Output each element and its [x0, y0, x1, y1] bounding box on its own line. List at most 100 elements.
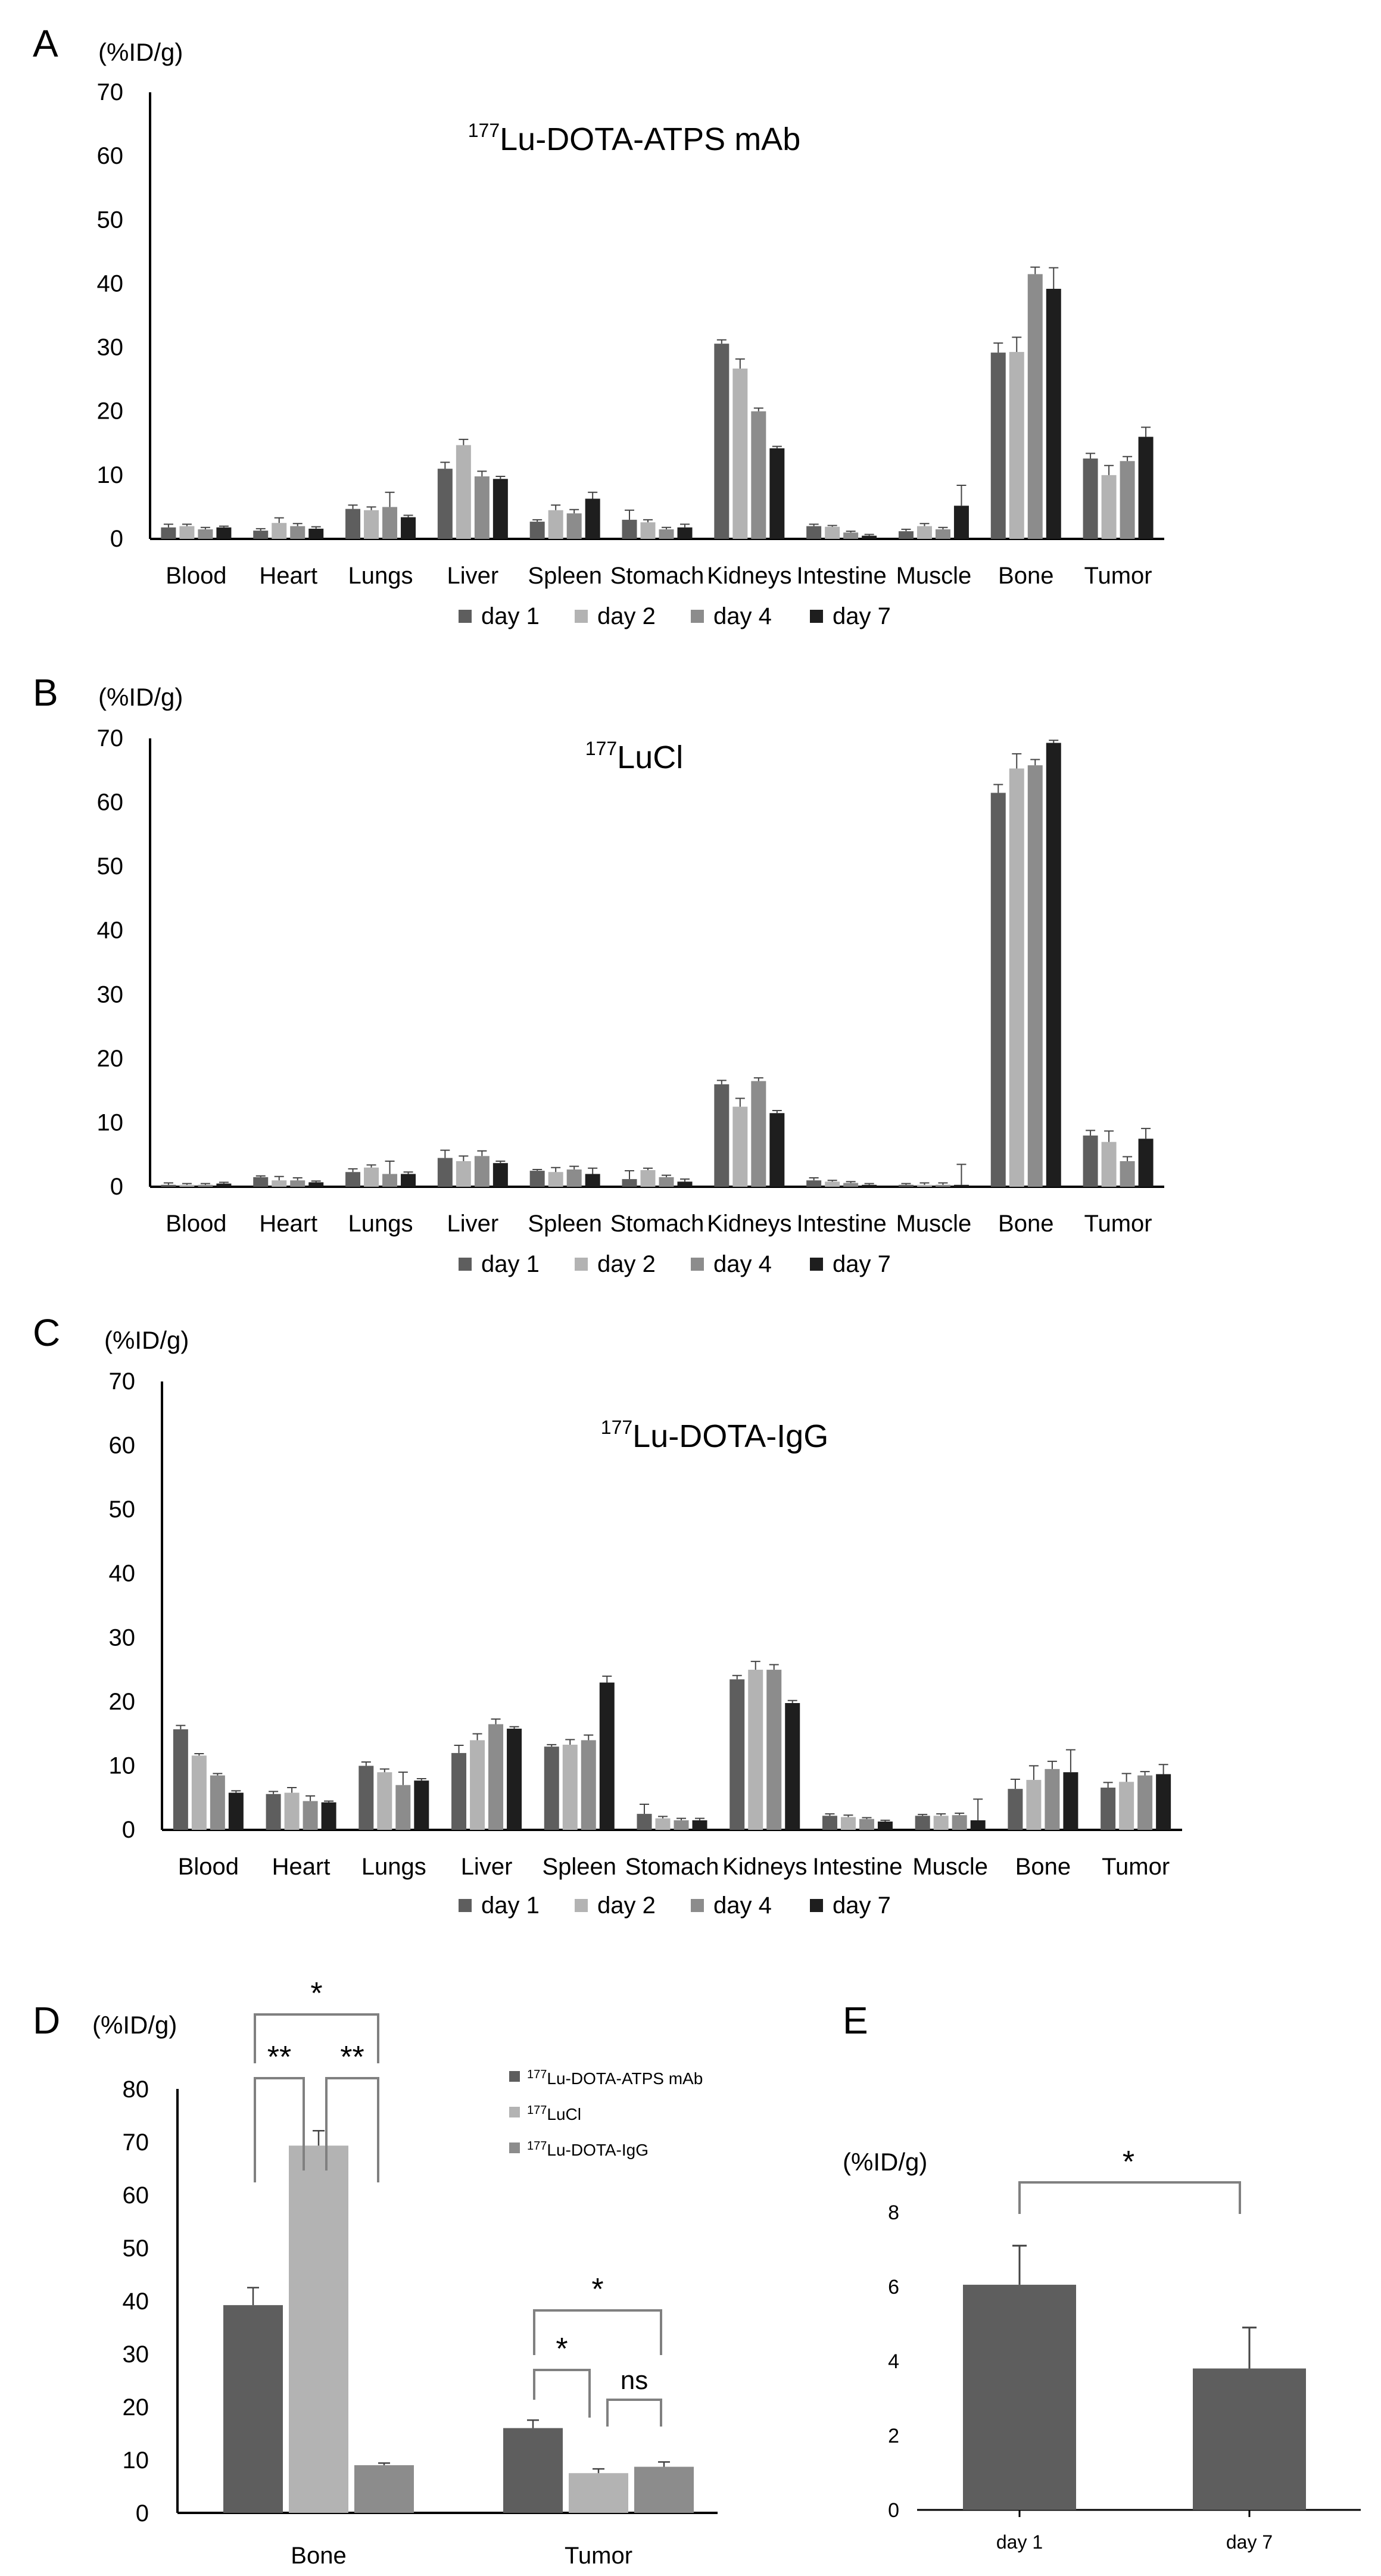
bar	[692, 1820, 707, 1830]
bar	[599, 1682, 615, 1830]
panel-a-title: 177Lu-DOTA-ATPS mAb	[468, 120, 800, 157]
bar	[272, 523, 287, 539]
bar	[766, 1670, 782, 1830]
panel-e: (%ID/g) 0 2 4 6 8 day 1 day 7 *	[843, 2145, 1361, 2553]
y-tick-label: 60	[123, 2182, 149, 2209]
y-tick-label: 60	[97, 790, 124, 816]
y-tick-label: 0	[110, 526, 123, 552]
bar	[916, 1184, 932, 1187]
legend-label: day 2	[597, 603, 656, 629]
bar	[544, 1747, 559, 1830]
bar	[566, 513, 582, 539]
legend-label-sup: 177	[527, 2104, 547, 2117]
bar	[308, 1182, 324, 1187]
bar	[284, 1792, 300, 1830]
y-tick-label: 20	[97, 1046, 124, 1072]
legend-label-text: Lu-DOTA-ATPS mAb	[547, 2069, 703, 2088]
x-tick-label: Bone	[1015, 1854, 1071, 1880]
bar	[456, 1161, 471, 1187]
significance-label: *	[591, 2272, 603, 2307]
bar	[456, 445, 471, 539]
x-tick-label: Heart	[259, 563, 317, 589]
bar	[751, 411, 766, 539]
bar	[414, 1780, 429, 1830]
bar	[437, 469, 453, 539]
legend-swatch	[509, 2142, 520, 2153]
x-tick-label: Bone	[291, 2543, 346, 2569]
bar	[1101, 1142, 1117, 1187]
bar	[843, 1183, 859, 1187]
bar	[173, 1729, 188, 1830]
bar	[179, 526, 195, 539]
legend-label: day 4	[713, 1892, 772, 1919]
legend-label: day 4	[713, 603, 772, 629]
significance-label: *	[1123, 2145, 1134, 2179]
panel-c-legend: day 1 day 2 day 4 day 7	[459, 1892, 891, 1919]
y-tick-label: 70	[109, 1368, 136, 1395]
bar	[916, 526, 932, 539]
x-tick-label: Muscle	[912, 1854, 988, 1880]
bar	[451, 1752, 467, 1830]
bar	[290, 526, 305, 539]
bar	[382, 1174, 398, 1187]
significance-label: ns	[621, 2366, 648, 2395]
legend-swatch	[810, 1258, 823, 1271]
x-tick-label: Heart	[272, 1854, 331, 1880]
bar	[640, 1170, 656, 1187]
bar	[210, 1775, 225, 1830]
bar	[290, 1180, 305, 1187]
bar	[659, 1177, 674, 1187]
x-tick-label: Blood	[166, 563, 226, 589]
bar	[806, 1180, 822, 1187]
x-tick-label: Spleen	[528, 1211, 602, 1237]
y-tick-label: 40	[123, 2288, 149, 2315]
bar	[674, 1820, 689, 1830]
significance-label: *	[310, 1976, 322, 2011]
bar	[377, 1772, 392, 1830]
x-tick-label: Tumor	[1084, 1211, 1152, 1237]
x-tick-label: Bone	[998, 563, 1053, 589]
panel-a-y-unit: (%ID/g)	[98, 38, 183, 66]
legend-label-text: Lu-DOTA-IgG	[547, 2141, 649, 2159]
bar	[637, 1814, 652, 1830]
bar	[253, 531, 269, 539]
legend-label: day 7	[833, 603, 891, 629]
bar	[272, 1180, 287, 1187]
panel-letter-a: A	[33, 22, 58, 65]
bar	[1101, 475, 1117, 539]
bar	[345, 509, 361, 539]
x-tick-label: Tumor	[1084, 563, 1152, 589]
bar	[216, 1183, 232, 1187]
bar	[634, 2466, 694, 2513]
bar	[492, 1163, 508, 1187]
x-tick-label: Blood	[166, 1211, 226, 1237]
legend-swatch	[691, 610, 704, 623]
legend-label: 177LuCl	[527, 2104, 581, 2123]
bar	[395, 1785, 411, 1830]
x-tick-label: Intestine	[812, 1854, 902, 1880]
bar	[191, 1755, 207, 1830]
panel-b: (%ID/g) 177LuCl 0 10 20 30 40 50 60 70 Blood Hear…	[97, 683, 1164, 1277]
bar	[1046, 743, 1061, 1187]
bar	[1137, 1775, 1153, 1830]
bar	[1027, 274, 1043, 539]
y-tick-label: 60	[109, 1433, 136, 1459]
panel-a: (%ID/g) 177Lu-DOTA-ATPS mAb 0 10 20 30 40 50 6…	[97, 38, 1164, 629]
bar	[1046, 289, 1061, 539]
bar	[562, 1744, 578, 1830]
bar	[1083, 1135, 1098, 1187]
y-tick-label: 0	[136, 2500, 149, 2527]
panel-b-y-unit: (%ID/g)	[98, 683, 183, 711]
x-tick-label: Kidneys	[707, 1211, 791, 1237]
bar	[877, 1822, 893, 1830]
significance-label: **	[267, 2040, 291, 2075]
x-tick-label: Bone	[998, 1211, 1053, 1237]
y-tick-label: 20	[109, 1689, 136, 1715]
bar	[785, 1703, 800, 1830]
bar	[915, 1816, 930, 1830]
bar	[677, 1181, 693, 1187]
y-tick-label: 70	[97, 79, 124, 105]
y-tick-label: 50	[97, 853, 124, 880]
bar	[308, 528, 324, 539]
